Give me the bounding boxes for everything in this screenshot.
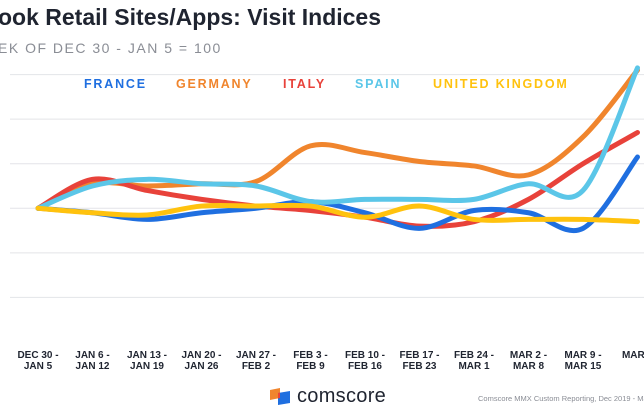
legend-item-italy: ITALY [283,77,327,91]
x-tick-label: FEB 24 -MAR 1 [454,350,494,372]
legend-item-germany: GERMANY [176,77,253,91]
x-tick-label: FEB 17 -FEB 23 [399,350,439,372]
x-tick-label: JAN 20 -JAN 26 [181,350,221,372]
x-tick-label: DEC 30 -JAN 5 [17,350,58,372]
x-tick-label: MAR 1 [622,350,644,361]
chart-subtitle: EK OF DEC 30 - JAN 5 = 100 [0,40,222,56]
x-tick-label: MAR 2 -MAR 8 [510,350,547,372]
series-line-germany [35,67,640,211]
series-lines [35,65,640,233]
legend-item-united-kingdom: UNITED KINGDOM [433,77,569,91]
logo-text: comscore [297,385,387,407]
x-tick-label: JAN 27 -FEB 2 [236,350,276,372]
chart-legend: FRANCE GERMANY ITALY SPAIN UNITED KINGDOM [0,77,644,97]
x-tick-label: JAN 13 -JAN 19 [127,350,167,372]
chart-title: ook Retail Sites/Apps: Visit Indices [0,4,382,30]
x-tick-label: JAN 6 -JAN 12 [75,350,110,372]
source-note: Comscore MMX Custom Reporting, Dec 2019 … [478,394,644,403]
legend-item-france: FRANCE [84,77,147,91]
comscore-logo-icon [270,388,290,405]
series-line-spain [35,65,640,211]
series-line-united-kingdom [35,202,640,225]
x-tick-label: MAR 9 -MAR 15 [564,350,601,372]
x-axis-ticks: DEC 30 -JAN 5 JAN 6 -JAN 12 JAN 13 -JAN 19… [17,350,644,372]
legend-item-spain: SPAIN [355,77,402,91]
x-tick-label: FEB 10 -FEB 16 [345,350,385,372]
x-tick-label: FEB 3 -FEB 9 [293,350,327,372]
